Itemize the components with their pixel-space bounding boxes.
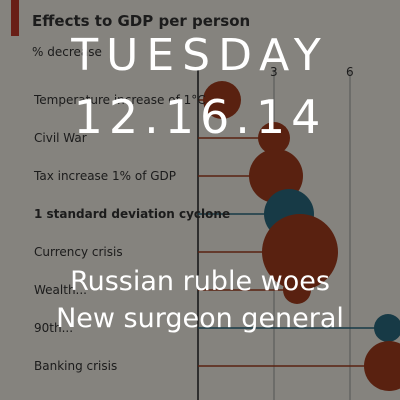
row-label: 90th... xyxy=(34,321,73,335)
day-headline: TUESDAY xyxy=(71,30,329,81)
chart-accent-bar xyxy=(11,0,19,36)
story-headline-2: New surgeon general xyxy=(56,303,344,334)
row-label: Temperature increase of 1°C xyxy=(33,93,206,107)
story-headline-1: Russian ruble woes xyxy=(70,266,330,297)
row-bubble xyxy=(364,341,400,391)
row-bubble xyxy=(258,122,290,154)
chart-title: Effects to GDP per person xyxy=(32,12,250,30)
row-label: Banking crisis xyxy=(34,359,117,373)
row-label: 1 standard deviation cyclone xyxy=(34,207,230,221)
row-label: Currency crisis xyxy=(34,245,123,259)
row-bubble xyxy=(203,81,241,119)
chart-rows: Temperature increase of 1°C Civil War Tax … xyxy=(33,81,400,391)
date-headline: 12.16.14 xyxy=(73,90,327,144)
row-bubble xyxy=(283,276,311,304)
row-bubble xyxy=(374,314,400,342)
chart-subtitle: % decrease xyxy=(32,45,102,59)
row-label: Tax increase 1% of GDP xyxy=(33,169,176,183)
row-label: Civil War xyxy=(34,131,87,145)
row-label: Wealth... xyxy=(34,283,87,297)
x-tick-label: 3 xyxy=(270,65,278,79)
row-bubble xyxy=(262,214,338,290)
x-tick-label: 6 xyxy=(346,65,354,79)
